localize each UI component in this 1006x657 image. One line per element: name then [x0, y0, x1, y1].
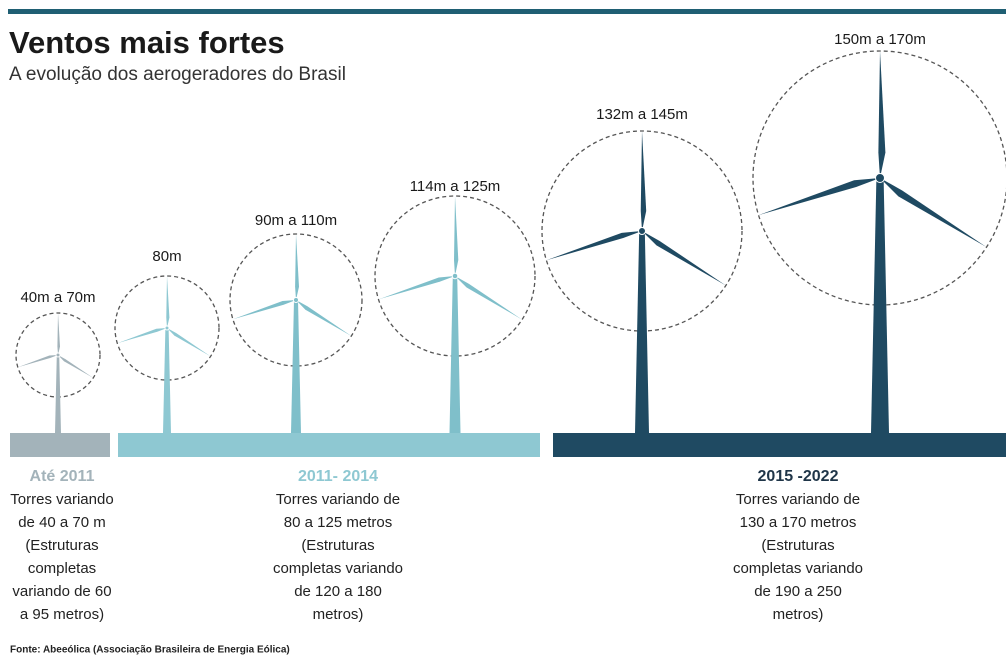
- period-bar: [553, 433, 1006, 457]
- blade: [167, 328, 211, 356]
- period-text: (Estruturas: [761, 537, 834, 554]
- tower: [871, 178, 889, 433]
- period-text: metros): [313, 606, 364, 623]
- hub: [165, 326, 169, 330]
- title: Ventos mais fortes: [9, 25, 285, 60]
- hub: [876, 174, 885, 183]
- tower: [635, 231, 649, 433]
- turbine-label: 132m a 145m: [596, 106, 688, 123]
- period-text: (Estruturas: [25, 537, 98, 554]
- period-text: (Estruturas: [301, 537, 374, 554]
- period-text: a 95 metros): [20, 606, 104, 623]
- blade: [117, 328, 167, 343]
- period-bar: [10, 433, 110, 457]
- tower: [55, 355, 61, 433]
- blade: [880, 178, 987, 247]
- turbine-label: 150m a 170m: [834, 31, 926, 48]
- period-text: completas variando: [273, 560, 403, 577]
- page: {"header": {"title": "Ventos mais fortes…: [0, 0, 1006, 657]
- blade: [642, 231, 726, 285]
- blade: [296, 300, 351, 336]
- blade: [58, 355, 93, 378]
- period-title: Até 2011: [30, 468, 95, 485]
- period-text: 130 a 170 metros: [740, 514, 857, 531]
- turbine-label: 90m a 110m: [255, 212, 337, 229]
- blade: [295, 234, 299, 300]
- blade: [18, 355, 58, 367]
- period-text: de 40 a 70 m: [18, 514, 106, 531]
- period-text: Torres variando de: [736, 491, 860, 508]
- period-text: variando de 60: [12, 583, 111, 600]
- period-text: Torres variando de: [276, 491, 400, 508]
- period-text: 80 a 125 metros: [284, 514, 392, 531]
- hub: [294, 298, 299, 303]
- blade: [759, 178, 880, 215]
- tower: [163, 328, 171, 433]
- hub: [452, 273, 458, 279]
- infographic: Ventos mais fortes A evolução dos aeroge…: [0, 0, 1006, 657]
- tower: [450, 276, 461, 433]
- blade: [233, 300, 296, 319]
- period-text: metros): [773, 606, 824, 623]
- blade: [378, 276, 455, 299]
- blade: [455, 276, 522, 320]
- period-title: 2015 -2022: [758, 468, 839, 485]
- period-text: Torres variando: [10, 491, 113, 508]
- blade: [166, 276, 169, 328]
- subtitle: A evolução dos aerogeradores do Brasil: [9, 64, 346, 85]
- period-text: de 120 a 180: [294, 583, 382, 600]
- blade: [454, 196, 458, 276]
- top-rule: [8, 9, 1006, 14]
- hub: [56, 353, 60, 357]
- tower: [291, 300, 301, 433]
- turbine-label: 80m: [152, 248, 181, 265]
- period-text: completas variando: [733, 560, 863, 577]
- source: Fonte: Abeeólica (Associação Brasileira …: [10, 645, 290, 656]
- period-title: 2011- 2014: [298, 468, 378, 485]
- blade: [641, 131, 646, 231]
- period-text: de 190 a 250: [754, 583, 842, 600]
- turbine-label: 40m a 70m: [20, 289, 95, 306]
- turbine-label: 114m a 125m: [410, 178, 501, 195]
- period-bar: [118, 433, 540, 457]
- period-text: completas: [28, 560, 96, 577]
- blade: [57, 313, 60, 355]
- hub: [639, 228, 646, 235]
- blade: [546, 231, 642, 260]
- blade: [878, 51, 885, 178]
